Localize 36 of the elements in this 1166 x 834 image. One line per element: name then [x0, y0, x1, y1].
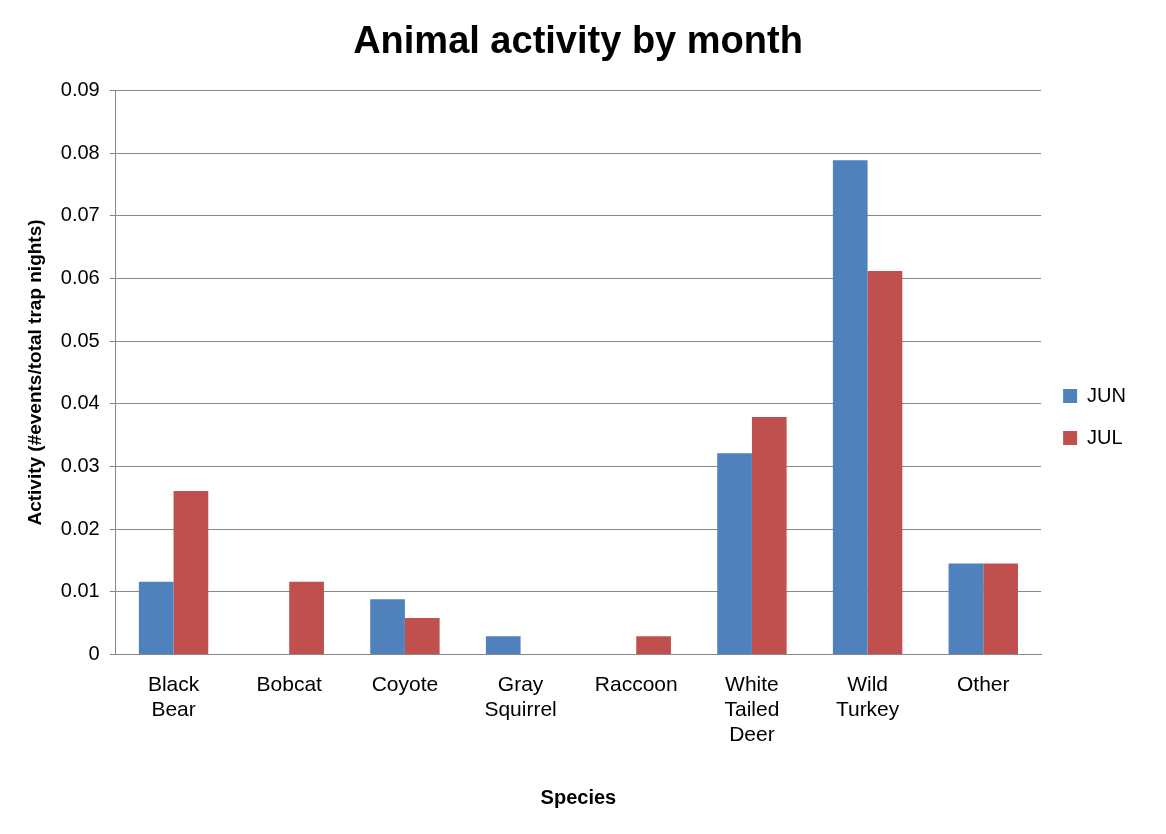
bar [138, 581, 174, 654]
y-axis-title: Activity (#events/total trap nights) [23, 219, 45, 526]
y-tick-label: 0.04 [60, 391, 100, 414]
bar [751, 416, 787, 654]
bar [948, 563, 984, 654]
x-tick-label: Other [957, 671, 1010, 695]
y-tick-label: 0.03 [60, 453, 100, 476]
x-tick-label: Gray Squirrel [484, 671, 557, 720]
y-tick-label: 0 [88, 641, 100, 664]
y-tick-label: 0.01 [60, 579, 100, 602]
x-axis-title: Species [540, 785, 617, 808]
y-tick-label: 0.02 [60, 516, 100, 539]
bar [636, 636, 671, 654]
x-tick-label: Raccoon [594, 671, 678, 695]
legend-label: JUN [1087, 383, 1126, 406]
bar [370, 599, 405, 654]
bar [173, 490, 209, 654]
y-tick-label: 0.09 [60, 78, 100, 101]
bar [404, 618, 440, 654]
bar [289, 581, 324, 654]
x-tick-label: Coyote [371, 671, 439, 695]
x-tick-label: Wild Turkey [835, 671, 900, 720]
bar [983, 563, 1018, 654]
x-tick-label: Black Bear [147, 671, 200, 720]
y-tick-label: 0.06 [60, 266, 100, 289]
legend-label: JUL [1087, 425, 1123, 448]
y-tick-label: 0.08 [60, 140, 100, 163]
y-tick-label: 0.07 [60, 203, 100, 226]
bar [717, 453, 752, 654]
x-tick-label: White Tailed Deer [724, 671, 780, 746]
chart-title: Animal activity by month [353, 19, 803, 62]
bar [485, 636, 521, 654]
y-tick-label: 0.05 [60, 328, 100, 351]
bar [867, 271, 903, 654]
bar [832, 160, 868, 654]
x-tick-label: Bobcat [256, 671, 323, 695]
